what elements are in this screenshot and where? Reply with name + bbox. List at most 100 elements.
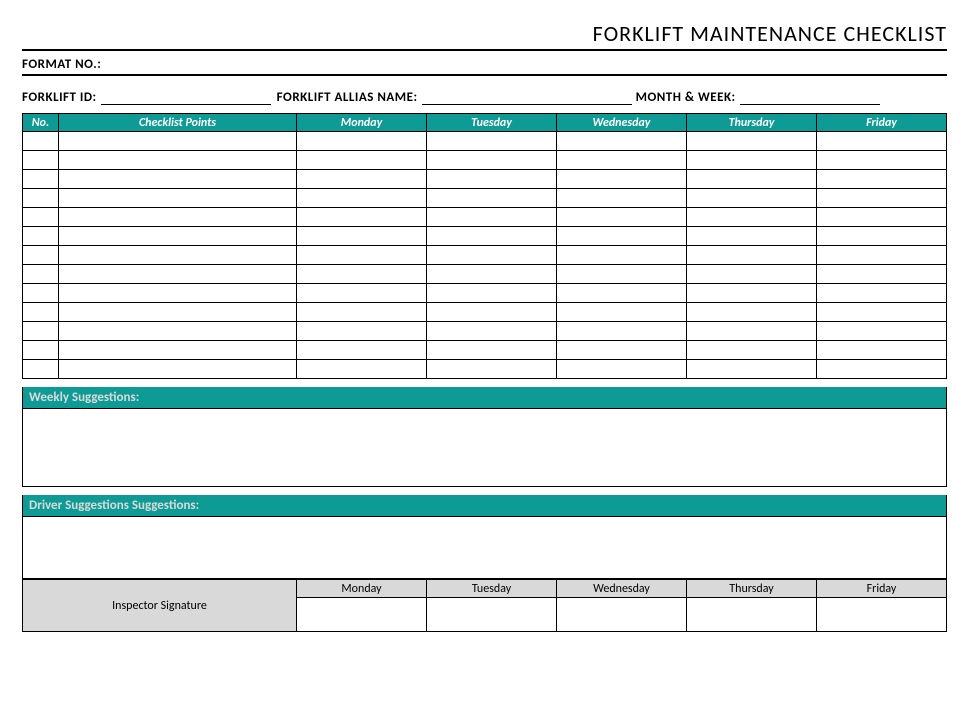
sig-cell-friday[interactable] [817,598,947,632]
table-cell[interactable] [59,284,297,303]
table-cell[interactable] [297,189,427,208]
table-cell[interactable] [557,227,687,246]
table-cell[interactable] [297,151,427,170]
table-cell[interactable] [297,170,427,189]
table-cell[interactable] [59,322,297,341]
table-cell[interactable] [687,189,817,208]
table-cell[interactable] [297,132,427,151]
table-cell[interactable] [427,151,557,170]
sig-cell-tuesday[interactable] [427,598,557,632]
table-cell[interactable] [59,227,297,246]
table-cell[interactable] [687,360,817,379]
table-cell[interactable] [557,284,687,303]
table-cell[interactable] [427,303,557,322]
table-cell[interactable] [23,227,59,246]
table-cell[interactable] [297,208,427,227]
table-cell[interactable] [297,303,427,322]
table-cell[interactable] [427,284,557,303]
table-cell[interactable] [23,170,59,189]
table-cell[interactable] [817,132,947,151]
table-cell[interactable] [297,360,427,379]
table-cell[interactable] [297,322,427,341]
sig-cell-thursday[interactable] [687,598,817,632]
table-cell[interactable] [23,151,59,170]
table-cell[interactable] [687,132,817,151]
table-cell[interactable] [687,208,817,227]
table-cell[interactable] [817,303,947,322]
table-cell[interactable] [817,322,947,341]
table-cell[interactable] [427,341,557,360]
table-cell[interactable] [59,303,297,322]
table-cell[interactable] [557,208,687,227]
table-cell[interactable] [557,360,687,379]
table-cell[interactable] [687,284,817,303]
table-cell[interactable] [427,246,557,265]
table-cell[interactable] [817,208,947,227]
table-cell[interactable] [23,303,59,322]
table-cell[interactable] [817,284,947,303]
table-cell[interactable] [557,246,687,265]
month-week-field[interactable] [740,91,880,105]
table-cell[interactable] [557,170,687,189]
table-cell[interactable] [687,151,817,170]
table-cell[interactable] [427,360,557,379]
table-cell[interactable] [59,208,297,227]
table-cell[interactable] [427,208,557,227]
table-cell[interactable] [817,189,947,208]
table-cell[interactable] [427,189,557,208]
table-cell[interactable] [59,341,297,360]
table-cell[interactable] [23,284,59,303]
table-cell[interactable] [23,265,59,284]
table-cell[interactable] [817,227,947,246]
table-cell[interactable] [557,265,687,284]
table-cell[interactable] [297,341,427,360]
table-cell[interactable] [557,341,687,360]
table-cell[interactable] [687,227,817,246]
table-cell[interactable] [297,246,427,265]
table-cell[interactable] [23,189,59,208]
table-cell[interactable] [687,246,817,265]
table-cell[interactable] [687,341,817,360]
table-cell[interactable] [59,360,297,379]
table-cell[interactable] [427,265,557,284]
table-cell[interactable] [23,360,59,379]
table-cell[interactable] [427,170,557,189]
table-cell[interactable] [23,132,59,151]
table-cell[interactable] [817,341,947,360]
table-cell[interactable] [687,303,817,322]
table-cell[interactable] [687,265,817,284]
table-cell[interactable] [817,265,947,284]
table-cell[interactable] [817,360,947,379]
table-cell[interactable] [687,322,817,341]
table-cell[interactable] [23,322,59,341]
table-cell[interactable] [23,246,59,265]
table-cell[interactable] [297,284,427,303]
table-cell[interactable] [59,132,297,151]
table-cell[interactable] [687,170,817,189]
table-cell[interactable] [427,322,557,341]
weekly-suggestions-body[interactable] [22,409,947,487]
table-cell[interactable] [817,246,947,265]
table-cell[interactable] [297,227,427,246]
table-cell[interactable] [557,322,687,341]
table-cell[interactable] [427,227,557,246]
table-cell[interactable] [557,151,687,170]
table-cell[interactable] [817,170,947,189]
table-cell[interactable] [297,265,427,284]
table-cell[interactable] [59,170,297,189]
table-cell[interactable] [557,189,687,208]
sig-cell-wednesday[interactable] [557,598,687,632]
table-cell[interactable] [59,151,297,170]
driver-suggestions-body[interactable] [22,517,947,579]
sig-cell-monday[interactable] [297,598,427,632]
forklift-alias-field[interactable] [422,91,632,105]
table-cell[interactable] [59,246,297,265]
table-cell[interactable] [817,151,947,170]
table-cell[interactable] [59,189,297,208]
forklift-id-field[interactable] [101,91,271,105]
table-cell[interactable] [23,208,59,227]
table-cell[interactable] [557,303,687,322]
table-cell[interactable] [59,265,297,284]
table-cell[interactable] [427,132,557,151]
table-cell[interactable] [557,132,687,151]
